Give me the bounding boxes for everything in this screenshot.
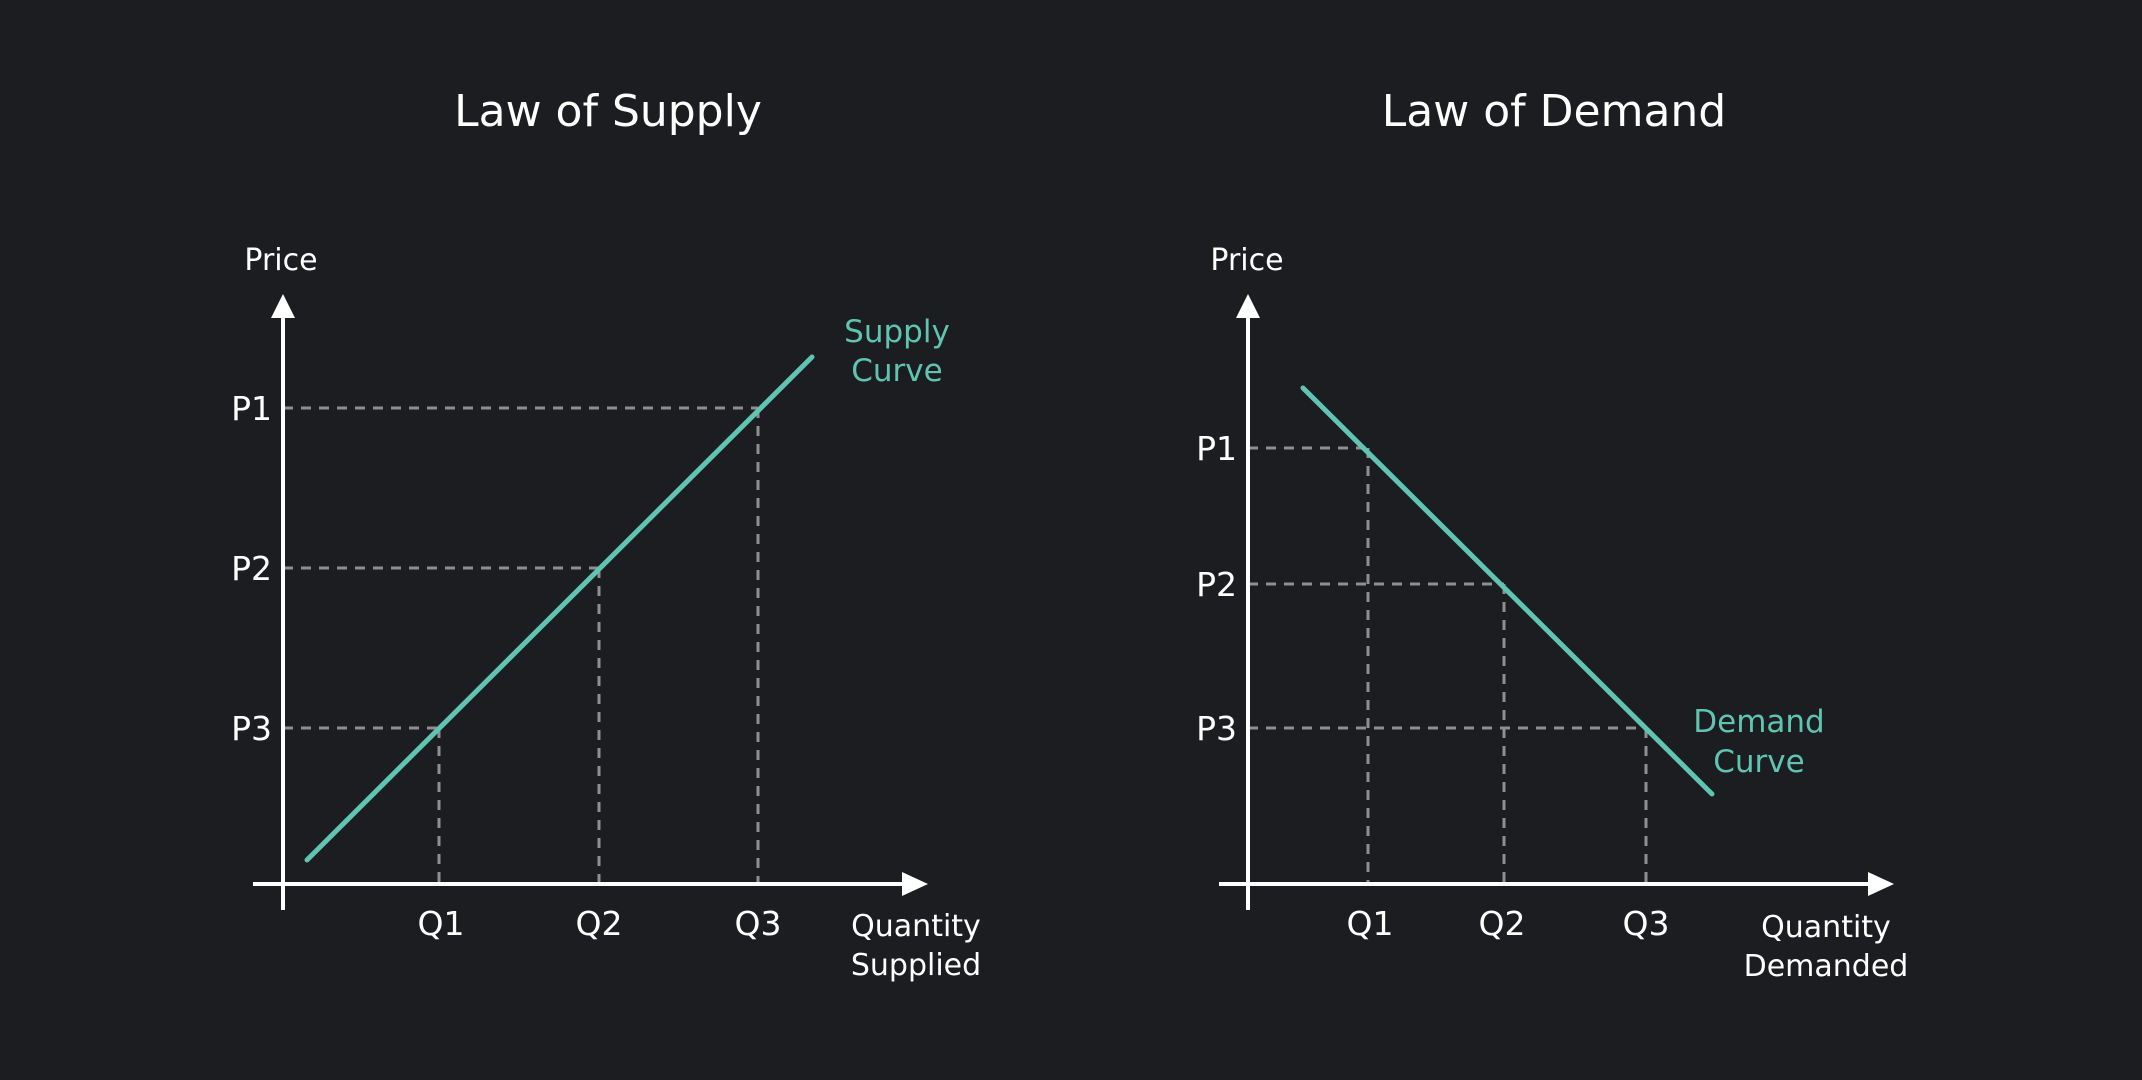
supply-y-axis-label: Price bbox=[244, 243, 317, 278]
supply-x-axis-arrowhead bbox=[902, 872, 928, 896]
demand-price-label-p2: P2 bbox=[1196, 565, 1237, 604]
demand-x-axis-label-line2: Demanded bbox=[1744, 949, 1909, 984]
supply-x-axis-label-line2: Supplied bbox=[851, 948, 981, 983]
demand-price-label-p3: P3 bbox=[1196, 709, 1237, 748]
demand-panel: Law of Demand Price Quantity Demanded bbox=[1196, 86, 1908, 984]
demand-x-axis-arrowhead bbox=[1868, 872, 1894, 896]
supply-curve-label-line2: Curve bbox=[851, 353, 942, 389]
supply-quantity-label-q1: Q1 bbox=[418, 904, 465, 943]
demand-curve-label-line1: Demand bbox=[1693, 704, 1824, 740]
supply-y-axis-arrowhead bbox=[271, 294, 295, 318]
supply-panel: Law of Supply Price Quantity Supplied bbox=[231, 86, 981, 983]
demand-y-axis-label: Price bbox=[1210, 243, 1283, 278]
demand-curve-label-line2: Curve bbox=[1713, 744, 1804, 780]
demand-title: Law of Demand bbox=[1382, 86, 1726, 137]
supply-price-label-p3: P3 bbox=[231, 709, 272, 748]
supply-quantity-label-q2: Q2 bbox=[576, 904, 623, 943]
supply-price-label-p1: P1 bbox=[231, 389, 272, 428]
supply-title: Law of Supply bbox=[454, 86, 762, 137]
demand-quantity-label-q2: Q2 bbox=[1479, 904, 1526, 943]
demand-y-axis-arrowhead bbox=[1236, 294, 1260, 318]
supply-quantity-label-q3: Q3 bbox=[735, 904, 782, 943]
supply-price-label-p2: P2 bbox=[231, 549, 272, 588]
demand-curve bbox=[1300, 385, 1715, 797]
supply-guide-lines bbox=[283, 406, 760, 882]
demand-guide-lines bbox=[1248, 446, 1648, 882]
demand-x-axis-label-line1: Quantity bbox=[1761, 910, 1891, 945]
supply-curve-label-line1: Supply bbox=[844, 314, 950, 350]
demand-price-label-p1: P1 bbox=[1196, 429, 1237, 468]
demand-quantity-label-q3: Q3 bbox=[1623, 904, 1670, 943]
supply-curve bbox=[304, 354, 815, 863]
demand-quantity-label-q1: Q1 bbox=[1347, 904, 1394, 943]
supply-x-axis-label-line1: Quantity bbox=[851, 909, 981, 944]
